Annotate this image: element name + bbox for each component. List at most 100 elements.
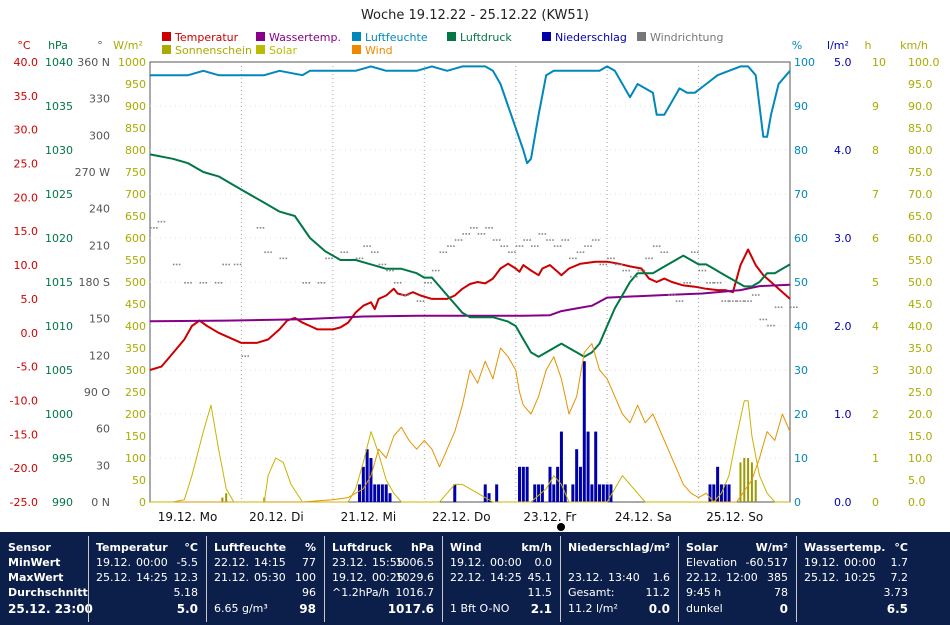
y-tick-humidity: 20 [794, 408, 808, 421]
column-separator [88, 536, 89, 622]
bar-niederschlag [384, 484, 388, 502]
point-windrichtung [757, 294, 760, 296]
y-tick-wind_dir: 90 O [84, 386, 110, 399]
footer-text: 1 Bft O-NO [450, 602, 510, 615]
y-tick-wind: 25.0 [908, 386, 933, 399]
y-tick-solar: 550 [125, 254, 146, 267]
point-windrichtung [549, 239, 551, 241]
point-windrichtung [346, 251, 349, 254]
row-value: 385 [767, 571, 788, 584]
point-windrichtung [652, 245, 655, 247]
legend-label: Solar [269, 44, 298, 57]
bar-niederschlag [518, 466, 522, 502]
x-tick-label: 22.12. Do [432, 510, 491, 524]
point-windrichtung [160, 220, 163, 223]
point-windrichtung [777, 306, 780, 309]
point-windrichtung [732, 300, 734, 302]
x-axis-labels: 19.12. Mo 20.12. Di 21.12. Mi 22.12. Do 23.1… [158, 510, 764, 524]
axis-unit-humidity: % [792, 39, 802, 52]
point-windrichtung [153, 227, 155, 229]
point-windrichtung [719, 282, 722, 284]
y-tick-wind_dir: 120 [89, 349, 110, 362]
point-windrichtung [584, 245, 586, 247]
row-label: Durchschnitt [8, 586, 88, 599]
point-windrichtung [393, 282, 396, 284]
row-value: 1.7 [890, 556, 909, 569]
point-windrichtung [765, 318, 768, 321]
y-tick-sunshine: 3 [872, 364, 879, 377]
y-tick-wind: 100.0 [908, 56, 940, 69]
y-tick-solar: 350 [125, 342, 146, 355]
point-windrichtung [759, 318, 762, 321]
y-tick-temp: 15.0 [14, 225, 39, 238]
point-windrichtung [564, 239, 567, 241]
point-windrichtung [675, 300, 678, 302]
point-windrichtung [239, 263, 242, 266]
bar-niederschlag [559, 431, 563, 502]
legend-swatch [542, 32, 551, 41]
y-tick-wind_dir: 330 [89, 93, 110, 106]
point-windrichtung [355, 257, 358, 260]
wind-direction-dots [150, 220, 798, 357]
point-windrichtung [468, 233, 470, 235]
bar-niederschlag [540, 484, 544, 502]
bar-niederschlag [716, 466, 720, 502]
column-title: Niederschlag [568, 541, 650, 554]
line-temperatur [149, 248, 791, 371]
y-tick-wind: 70.0 [908, 188, 933, 201]
point-windrichtung [709, 282, 711, 284]
y-tick-temp: -5.0 [17, 361, 38, 374]
bar-niederschlag [575, 449, 579, 502]
point-windrichtung [526, 239, 528, 241]
point-windrichtung [530, 245, 533, 247]
y-tick-wind: 35.0 [908, 342, 933, 355]
point-windrichtung [187, 282, 189, 284]
y-tick-wind: 55.0 [908, 254, 933, 267]
point-windrichtung [437, 269, 440, 272]
point-windrichtung [790, 306, 792, 309]
y-tick-solar: 600 [125, 232, 146, 245]
y-tick-humidity: 40 [794, 320, 808, 333]
point-windrichtung [538, 233, 541, 235]
point-windrichtung [264, 251, 266, 254]
y-tick-wind_dir: 300 [89, 129, 110, 142]
column-unit: °C [894, 541, 908, 554]
footer-value: 1017.6 [387, 602, 434, 616]
point-windrichtung [340, 251, 343, 254]
point-windrichtung [259, 227, 262, 229]
y-tick-sunshine: 9 [872, 100, 879, 113]
legend: Temperatur Wassertemp. Luftfeuchte Luftdruc… [162, 31, 723, 57]
point-windrichtung [736, 300, 739, 302]
y-tick-pressure: 1025 [45, 188, 73, 201]
y-tick-pressure: 1000 [45, 408, 73, 421]
point-windrichtung [582, 251, 585, 254]
legend-swatch [256, 45, 265, 54]
chart-title: Woche 19.12.22 - 25.12.22 (KW51) [361, 8, 589, 23]
point-windrichtung [704, 269, 707, 272]
legend-swatch [162, 32, 171, 41]
y-tick-temp: 5.0 [21, 293, 39, 306]
point-windrichtung [544, 233, 547, 235]
current-time-marker[interactable] [557, 523, 565, 531]
y-tick-humidity: 70 [794, 188, 808, 201]
y-tick-wind_dir: 60 [96, 423, 110, 436]
y-tick-humidity: 100 [794, 56, 815, 69]
row-text: 19.12. [96, 556, 131, 569]
point-windrichtung [491, 227, 493, 229]
y-tick-humidity: 0 [794, 496, 801, 509]
y-tick-wind: 85.0 [908, 122, 933, 135]
row-value: 100 [295, 571, 316, 584]
stats-column: Sensor MinWert MaxWert Durchschnitt 25.12. 2… [0, 532, 93, 625]
footer-value: 0.0 [648, 602, 670, 616]
bar-sonnenschein [747, 458, 750, 502]
y-tick-wind_dir: 360 N [77, 56, 110, 69]
y-tick-wind: 50.0 [908, 276, 933, 289]
line-luftfeuchte [150, 65, 791, 165]
column-separator [796, 536, 797, 622]
point-windrichtung [453, 245, 455, 247]
point-windrichtung [190, 282, 192, 284]
line-wassertemp [149, 283, 791, 323]
point-windrichtung [465, 233, 467, 235]
point-windrichtung [696, 251, 699, 254]
row-value: 96 [302, 586, 316, 599]
